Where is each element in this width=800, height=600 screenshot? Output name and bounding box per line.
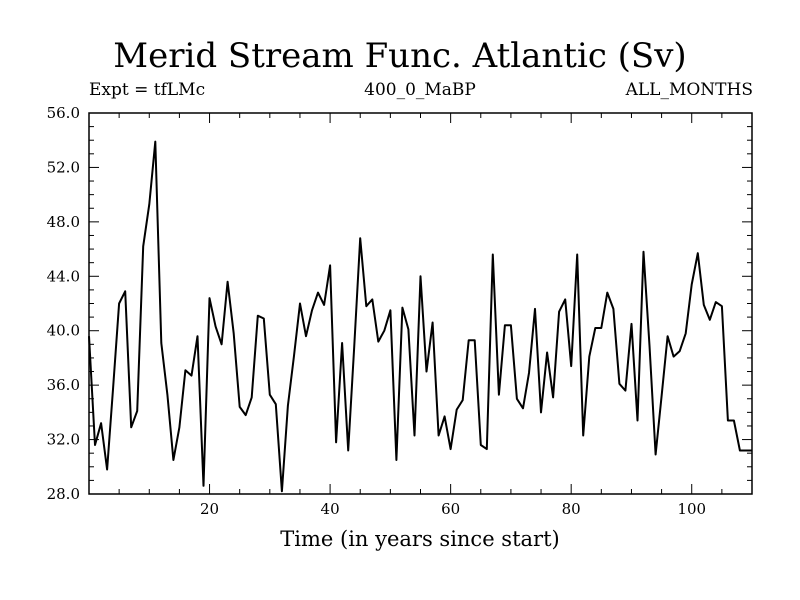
- series-line: [88, 140, 752, 493]
- y-tick-label: 40.0: [47, 322, 80, 340]
- x-tick-label: 20: [200, 500, 219, 518]
- x-tick-label: 80: [562, 500, 581, 518]
- y-tick-label: 56.0: [47, 104, 80, 122]
- plot-frame: [88, 112, 753, 495]
- x-tick-label: 60: [441, 500, 460, 518]
- axis-ticks: [89, 113, 752, 494]
- y-tick-label: 48.0: [47, 213, 80, 231]
- y-tick-label: 44.0: [47, 267, 80, 285]
- x-axis-label: Time (in years since start): [280, 527, 560, 551]
- x-tick-label: 40: [321, 500, 340, 518]
- months-label: ALL_MONTHS: [625, 80, 753, 100]
- y-tick-label: 32.0: [47, 431, 80, 449]
- y-tick-label: 36.0: [47, 376, 80, 394]
- period-label: 400_0_MaBP: [364, 80, 476, 100]
- x-tick-label: 100: [677, 500, 706, 518]
- chart-title: Merid Stream Func. Atlantic (Sv): [113, 36, 687, 76]
- axis-tick-labels: 20 40 60 80 100 28.0 32.0 36.0 40.0 44.0 48.0 52.0 5…: [47, 104, 706, 518]
- y-tick-label: 52.0: [47, 158, 80, 176]
- experiment-label: Expt = tfLMc: [89, 80, 206, 100]
- y-tick-label: 28.0: [47, 485, 80, 503]
